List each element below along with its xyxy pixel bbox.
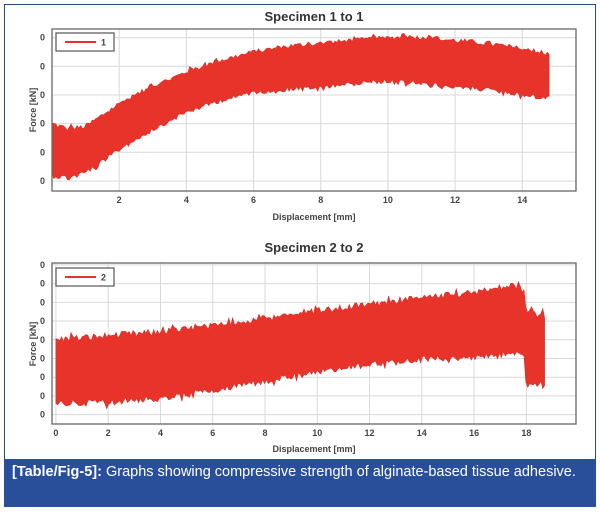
x-tick-label: 12 [365,428,375,438]
y-tick-label: 0 [40,61,45,71]
x-tick-label: 18 [521,428,531,438]
y-tick-label: 0 [40,176,45,186]
x-axis-label: Displacement [mm] [272,212,355,222]
y-tick-label: 0 [40,90,45,100]
y-tick-label: 0 [40,119,45,129]
y-tick-label: 0 [40,353,45,363]
y-tick-label: 0 [40,297,45,307]
x-tick-label: 12 [450,195,460,205]
x-tick-label: 14 [517,195,527,205]
x-tick-label: 2 [117,195,122,205]
legend: 1 [55,32,115,52]
y-tick-label: 0 [40,391,45,401]
y-tick-label: 0 [40,279,45,289]
y-tick-label: 0 [40,147,45,157]
x-tick-label: 0 [53,428,58,438]
series-band [55,280,545,410]
y-axis-label: Force [kN] [28,322,38,367]
x-tick-label: 6 [251,195,256,205]
y-tick-labels: 0 0 0 0 0 0 [40,33,45,186]
y-tick-label: 0 [40,372,45,382]
chart-specimen-1: Specimen 1 to 1 2 4 6 8 10 12 14 0 0 0 0 0 0 Displa… [28,9,577,222]
y-axis-label: Force [kN] [28,88,38,133]
caption-label: [Table/Fig-5]: [12,464,102,480]
x-tick-label: 4 [158,428,163,438]
x-tick-label: 2 [106,428,111,438]
y-tick-label: 0 [40,410,45,420]
figure-caption: [Table/Fig-5]: Graphs showing compressiv… [4,459,596,507]
legend-entry: 1 [101,38,106,48]
y-tick-label: 0 [40,316,45,326]
y-tick-label: 0 [40,335,45,345]
y-tick-label: 0 [40,33,45,43]
series-band [51,33,550,181]
y-tick-labels: 0 0 0 0 0 0 0 0 0 [40,260,45,420]
series-1-band [51,33,550,181]
x-tick-label: 6 [210,428,215,438]
x-tick-label: 4 [184,195,189,205]
chart-specimen-2: Specimen 2 to 2 0 2 4 6 8 10 12 14 16 18 00000000… [28,240,577,454]
y-tick-label: 0 [40,260,45,270]
plot-area [51,28,577,192]
x-tick-label: 8 [262,428,267,438]
x-tick-label: 10 [312,428,322,438]
x-tick-labels: 2 4 6 8 10 12 14 [117,195,528,205]
x-axis-label: Displacement [mm] [272,444,355,454]
chart-title: Specimen 2 to 2 [265,240,364,255]
legend: 2 [55,267,115,287]
x-tick-label: 16 [469,428,479,438]
legend-entry: 2 [101,273,106,283]
chart-title: Specimen 1 to 1 [265,9,364,24]
series-2-band [55,280,545,410]
caption-text: Graphs showing compressive strength of a… [101,464,576,480]
x-tick-label: 14 [417,428,427,438]
x-tick-label: 8 [318,195,323,205]
x-tick-label: 10 [383,195,393,205]
plot-area [51,262,577,425]
x-tick-labels: 0 2 4 6 8 10 12 14 16 18 [53,428,531,438]
